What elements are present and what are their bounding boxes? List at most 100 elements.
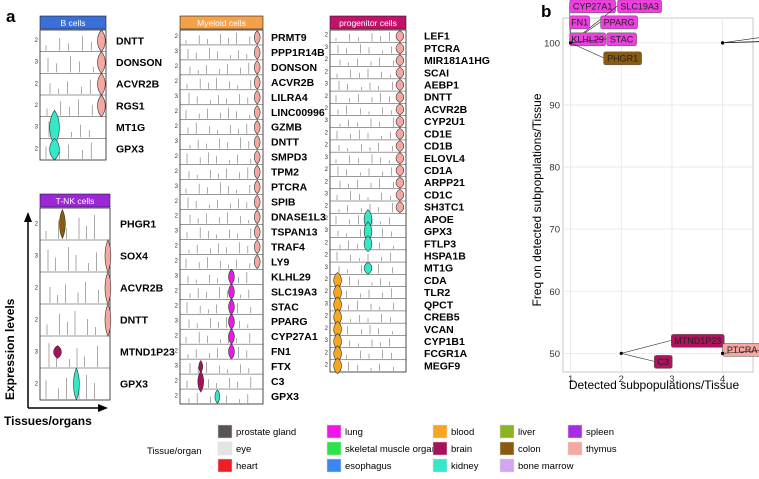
y-tick-label: 3 <box>175 184 179 190</box>
gene-label: MTND1P23 <box>120 347 175 359</box>
legend-label: prostate gland <box>236 427 296 438</box>
thymus-violin <box>253 105 261 120</box>
legend-swatch <box>567 441 583 456</box>
kidney-violin <box>214 389 221 404</box>
y-tick-label: 3 <box>325 228 329 234</box>
legend-label: colon <box>518 444 541 455</box>
gene-label: SCAI <box>424 67 449 79</box>
y-tick-label: 2 <box>325 33 329 39</box>
thymus-violin <box>253 224 261 240</box>
gene-label: DNTT <box>424 92 453 104</box>
tnk-cells-panel: T-NK cells 2 PHGR1 3 SOX4 2 ACVR2B 2 DNTT 3 MTND1P… <box>35 193 175 401</box>
y-tick-label: 2 <box>325 277 329 283</box>
colon-violin <box>59 208 66 240</box>
legend-swatch <box>432 441 448 456</box>
y-tick-label: 2 <box>175 34 179 40</box>
panel-header <box>329 15 407 30</box>
y-tick-label: 2 <box>35 318 39 324</box>
gene-label: PPARG <box>271 316 308 328</box>
gene-label: MT1G <box>424 263 453 275</box>
label-box <box>606 32 637 47</box>
gene-label: KLHL29 <box>271 271 311 283</box>
panel-header <box>39 15 107 30</box>
thymus-violin <box>395 164 405 177</box>
gene-label: ACVR2B <box>116 79 160 91</box>
y-tick-label: 3 <box>325 118 329 124</box>
thymus-violin <box>97 51 106 74</box>
thymus-violin <box>253 135 261 150</box>
label-leader <box>570 42 604 59</box>
y-tick-label: 2 <box>175 289 179 295</box>
legend-swatch <box>432 458 448 473</box>
y-tick-label: 2 <box>325 289 329 295</box>
gene-label: GPX3 <box>271 391 299 403</box>
point-label: C3 <box>658 357 670 367</box>
gene-label: TRAF4 <box>271 241 305 253</box>
y-tick-label: 2 <box>325 363 329 369</box>
legend-swatch <box>217 458 233 473</box>
gene-label: VCAN <box>424 324 454 336</box>
y-tick-label: 2 <box>175 378 179 384</box>
plot-area <box>562 17 754 373</box>
gene-label: GZMB <box>271 122 302 134</box>
legend-swatch <box>217 441 233 456</box>
progenitor-cells-panel: progenitor cells 2 LEF1 3 PTCRA 2 MIR181A1HG 2 S… <box>325 15 490 375</box>
x-tick-label: 1 <box>568 374 573 385</box>
y-tick-label: 3 <box>35 254 39 260</box>
thymus-violin <box>253 120 261 135</box>
legend-label: lung <box>345 427 363 438</box>
gene-label: SH3TC1 <box>424 202 464 214</box>
y-tick-label: 2 <box>175 393 179 399</box>
legend-swatch <box>499 424 515 439</box>
scatter-x-label: Detected subpopulations/Tissue <box>569 378 740 392</box>
x-tick-label: 2 <box>619 374 624 385</box>
y-tick-label: 2 <box>35 222 39 228</box>
gene-label: DNASE1L3 <box>271 212 326 224</box>
thymus-violin <box>97 72 106 96</box>
y-tick-label: 2 <box>325 143 329 149</box>
legend-label: esophagus <box>345 461 392 472</box>
point-label: CYP27A1 <box>573 1 613 11</box>
y-tick-label: 2 <box>325 106 329 112</box>
y-tick-label: 3 <box>35 125 39 131</box>
thymus-violin <box>97 29 106 53</box>
axis-ticks: 1 2 3 4 50 60 70 80 90 100 <box>544 38 725 385</box>
thymus-violin <box>253 75 261 90</box>
gene-label: PTCRA <box>424 43 461 55</box>
y-tick-label: 2 <box>175 64 179 70</box>
y-tick-label: 2 <box>35 146 39 152</box>
gene-label: ELOVL4 <box>424 153 465 165</box>
y-tick-label: 2 <box>175 199 179 205</box>
thymus-violin <box>97 94 106 118</box>
legend-label: blood <box>451 427 474 438</box>
lung-violin <box>228 313 235 330</box>
label-box <box>569 15 590 30</box>
y-tick-label: 2 <box>175 109 179 115</box>
gene-label: RGS1 <box>116 100 145 112</box>
gene-label: HSPA1B <box>424 250 466 262</box>
y-tick-label: 70 <box>549 225 560 236</box>
y-tick-label: 2 <box>325 240 329 246</box>
gene-label: CDA <box>424 275 447 287</box>
thymus-violin <box>395 189 405 201</box>
thymus-violin <box>395 91 405 104</box>
gene-label: LY9 <box>271 256 289 268</box>
thymus-violin <box>395 127 405 140</box>
gene-label: MT1G <box>116 122 145 134</box>
y-tick-label: 2 <box>325 57 329 63</box>
y-tick-label: 2 <box>175 79 179 85</box>
gene-label: DONSON <box>116 57 162 69</box>
panel-title: progenitor cells <box>339 18 397 28</box>
point-label: SLC19A3 <box>620 1 659 11</box>
gene-label: PRMT9 <box>271 32 307 44</box>
legend-label: liver <box>518 427 535 438</box>
label-leader <box>621 340 672 354</box>
y-tick-label: 3 <box>175 274 179 280</box>
y-tick-label: 2 <box>175 214 179 220</box>
panel-header <box>39 193 111 208</box>
gene-label: FCGR1A <box>424 348 468 360</box>
y-tick-label: 90 <box>549 100 560 111</box>
kidney-violin <box>363 261 373 275</box>
thymus-violin <box>253 150 261 165</box>
